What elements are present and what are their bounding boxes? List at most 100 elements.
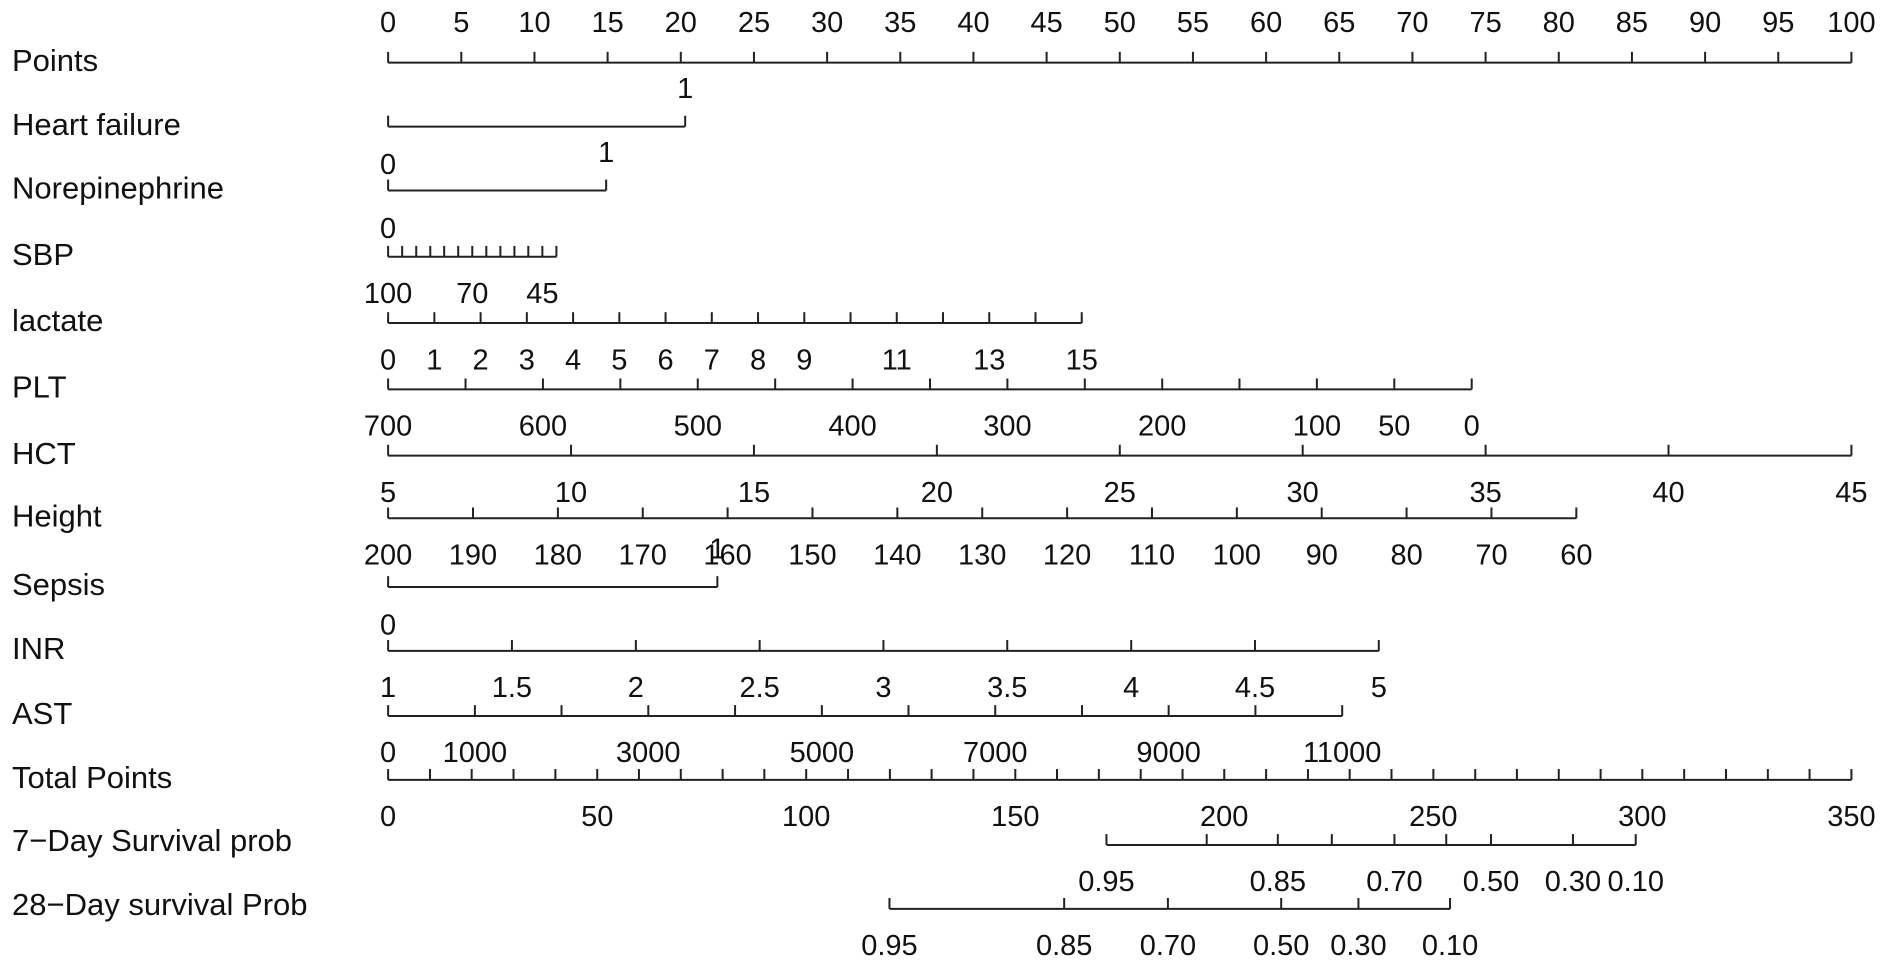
tick-label: 30 [811,7,843,39]
tick-label: 15 [738,477,770,509]
tick-label: 0 [380,344,396,376]
tick-label: 500 [674,411,722,443]
tick-label: 1 [598,137,614,169]
tick-label: 200 [1138,411,1186,443]
tick-label: 350 [1827,801,1875,833]
tick-label: 40 [957,7,989,39]
tick-label: 0 [380,213,396,245]
tick-label: 6 [657,344,673,376]
tick-label: 50 [1378,411,1410,443]
tick-label: 0 [1464,411,1480,443]
tick-label: 65 [1323,7,1355,39]
tick-label: 9 [796,344,812,376]
tick-label: 75 [1469,7,1501,39]
tick-label: 3000 [616,737,681,769]
tick-label: 400 [828,411,876,443]
tick-label: 300 [983,411,1031,443]
tick-label: 150 [788,540,836,572]
tick-label: 140 [873,540,921,572]
scale-name: Norepinephrine [12,171,224,206]
tick-label: 0 [380,7,396,39]
tick-label: 170 [619,540,667,572]
scale-name: 7−Day Survival prob [12,823,292,858]
tick-label: 100 [1827,7,1875,39]
tick-label: 5 [611,344,627,376]
tick-label: 55 [1177,7,1209,39]
tick-label: 0.10 [1422,930,1478,962]
tick-label: 80 [1543,7,1575,39]
tick-label: 70 [1475,540,1507,572]
tick-label: 45 [526,278,558,310]
scale-name: INR [12,631,65,666]
tick-label: 4 [565,344,581,376]
scale-name: lactate [12,303,103,338]
tick-label: 4 [1123,672,1139,704]
scale-name: PLT [12,370,67,405]
tick-label: 2 [628,672,644,704]
scale-name: Total Points [12,760,172,795]
tick-label: 120 [1043,540,1091,572]
tick-label: 130 [958,540,1006,572]
tick-label: 15 [1066,344,1098,376]
tick-label: 5000 [790,737,855,769]
tick-label: 2.5 [739,672,779,704]
tick-label: 700 [364,411,412,443]
tick-label: 300 [1618,801,1666,833]
tick-label: 50 [1104,7,1136,39]
tick-label: 0 [380,737,396,769]
tick-label: 1 [380,672,396,704]
tick-label: 0.85 [1250,866,1306,898]
tick-label: 200 [364,540,412,572]
tick-label: 95 [1762,7,1794,39]
tick-label: 50 [581,801,613,833]
tick-label: 250 [1409,801,1457,833]
tick-label: 35 [884,7,916,39]
scale-name: AST [12,696,72,731]
tick-label: 100 [1213,540,1261,572]
tick-label: 3.5 [987,672,1027,704]
tick-label: 30 [1287,477,1319,509]
tick-label: 0 [380,609,396,641]
tick-label: 0.50 [1253,930,1309,962]
tick-label: 40 [1652,477,1684,509]
tick-label: 90 [1306,540,1338,572]
tick-label: 1 [677,73,693,105]
scale-name: HCT [12,436,76,471]
tick-label: 5 [1371,672,1387,704]
tick-label: 100 [782,801,830,833]
tick-label: 0 [380,149,396,181]
tick-label: 160 [703,540,751,572]
tick-label: 25 [1104,477,1136,509]
scale-name: Points [12,43,98,78]
tick-label: 70 [1396,7,1428,39]
tick-label: 0.70 [1366,866,1422,898]
tick-label: 0.95 [861,930,917,962]
tick-label: 3 [519,344,535,376]
tick-label: 150 [991,801,1039,833]
tick-label: 60 [1560,540,1592,572]
tick-label: 60 [1250,7,1282,39]
tick-label: 0.85 [1036,930,1092,962]
tick-label: 0.30 [1545,866,1601,898]
scale-name: Height [12,498,102,533]
tick-label: 8 [750,344,766,376]
tick-label: 1 [709,534,725,566]
tick-label: 10 [518,7,550,39]
tick-label: 0 [380,801,396,833]
tick-label: 110 [1129,540,1175,572]
scale-name: Heart failure [12,107,181,142]
tick-label: 1000 [443,737,508,769]
tick-label: 190 [449,540,497,572]
tick-label: 100 [1293,411,1341,443]
tick-label: 7 [704,344,720,376]
tick-label: 1.5 [492,672,532,704]
scale-name: 28−Day survival Prob [12,887,308,922]
tick-label: 35 [1469,477,1501,509]
tick-label: 100 [364,278,412,310]
tick-label: 11 [882,344,912,376]
tick-label: 25 [738,7,770,39]
tick-label: 10 [555,477,587,509]
tick-label: 11000 [1303,737,1382,769]
tick-label: 85 [1616,7,1648,39]
